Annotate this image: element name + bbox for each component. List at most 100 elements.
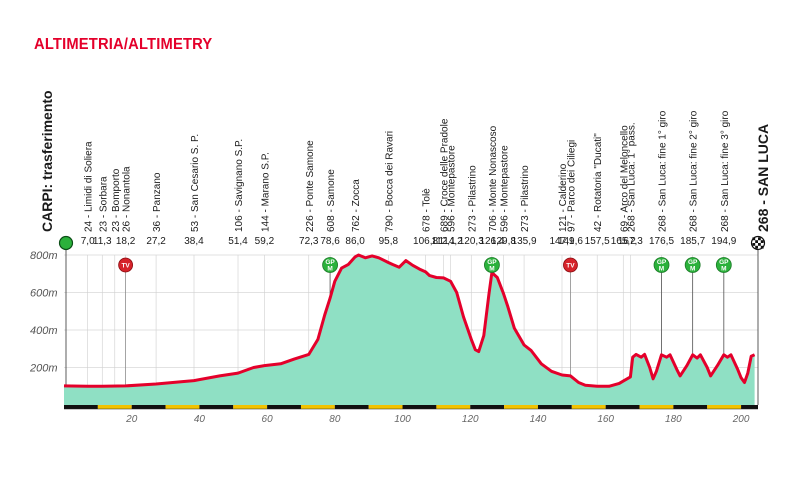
waypoint-label: 121 - Calderino (558, 163, 569, 232)
y-tick-label: 800m (30, 250, 58, 262)
axis-segment (267, 405, 301, 409)
chart-title: ALTIMETRIA/ALTIMETRY (34, 36, 213, 53)
finish-checker (760, 245, 764, 249)
waypoint-km: 18,2 (116, 236, 136, 247)
waypoint-label: 689 - Croce delle Pradole (439, 118, 450, 232)
finish-checker (758, 243, 761, 246)
waypoint-km: 78,6 (320, 236, 340, 247)
axis-segment (131, 405, 166, 409)
start-marker (58, 235, 74, 251)
waypoint-label: 608 - Samone (326, 169, 337, 232)
x-tick-label: 20 (125, 414, 138, 425)
waypoint-km: 129,8 (491, 236, 516, 247)
waypoint-label: 42 - Rotatoria "Ducati" (593, 133, 604, 232)
x-tick-label: 160 (597, 414, 614, 425)
waypoint-label: 226 - Ponte Samone (305, 140, 316, 232)
axis-segment (64, 405, 98, 409)
waypoint-km: 86,0 (345, 236, 365, 247)
waypoint-km: 114,2 (438, 236, 463, 247)
axis-segment (741, 405, 758, 409)
axis-segment (605, 405, 640, 409)
gpm-badge (484, 257, 500, 273)
waypoint-label: 26 - Nonantola (122, 166, 133, 232)
waypoint-label: 268 - San Luca: fine 3° giro (720, 110, 731, 232)
waypoint-label: 273 - Pilastrino (467, 165, 478, 232)
x-tick-label: 180 (665, 414, 682, 425)
waypoint-label: 106 - Savignano S.P. (234, 139, 245, 232)
waypoint-km: 165,2 (611, 236, 636, 247)
axis-segment (97, 405, 132, 409)
elevation-fill (64, 255, 755, 405)
waypoint-label: 23 - Bomporto (111, 168, 122, 232)
finish-checker (755, 240, 758, 243)
waypoint-label: 706 - Monte Nonascoso (488, 125, 499, 232)
axis-segment (436, 405, 471, 409)
waypoint-km: 59,2 (255, 236, 275, 247)
waypoint-label: 24 - Limidi di Soliera (84, 141, 95, 232)
axis-segment (300, 405, 335, 409)
finish-checker (752, 243, 756, 246)
waypoint-label: 596 - Montepastore (447, 145, 458, 232)
finish-checker (752, 237, 756, 241)
finish-checker (760, 240, 764, 243)
gpm-badge-text: GP (657, 259, 667, 266)
waypoint-km: 7,0 (81, 236, 95, 247)
waypoint-km: 185,7 (680, 236, 705, 247)
gpm-badge-text: GP (325, 259, 335, 266)
gpm-badge-text: M (327, 266, 332, 273)
finish-label: 268 - SAN LUCA (755, 124, 771, 232)
x-axis (64, 405, 758, 410)
x-tick-label: 140 (530, 414, 547, 425)
x-tick-label: 80 (329, 414, 341, 425)
axis-segment (368, 405, 403, 409)
gpm-badge-text: M (721, 266, 726, 273)
gpm-badge (715, 257, 732, 273)
start-label: CARPI: trasferimento (39, 90, 55, 232)
tv-badge (563, 257, 578, 273)
finish-checker (758, 237, 761, 241)
gpm-badge-text: M (489, 266, 494, 273)
waypoint-km: 157,5 (585, 236, 610, 247)
waypoint-label: 273 - Pilastrino (520, 165, 531, 232)
waypoint-km: 147,1 (549, 236, 574, 247)
gpm-badge-text: GP (487, 259, 497, 266)
x-tick-label: 40 (194, 414, 206, 425)
waypoint-km: 95,8 (379, 236, 399, 247)
waypoint-label: 268 - San Luca: fine 2° giro (689, 110, 700, 232)
waypoint-label: 36 - Panzano (152, 172, 163, 232)
waypoint-km: 176,5 (649, 236, 674, 247)
axis-segment (233, 405, 268, 409)
gpm-badge-text: M (659, 266, 664, 273)
y-tick-label: 200m (29, 363, 58, 375)
axis-segment (537, 405, 572, 409)
axis-segment (639, 405, 674, 409)
waypoint-km: 72,3 (299, 236, 319, 247)
waypoint-km: 126,4 (479, 236, 504, 247)
waypoint-km: 38,4 (184, 236, 204, 247)
tv-badge (118, 257, 134, 273)
waypoint-km: 51,4 (228, 236, 248, 247)
waypoint-label: 69 - Arco del Meloncello (619, 125, 630, 232)
axis-segment (504, 405, 538, 409)
waypoint-label: 762 - Zocca (351, 179, 362, 232)
waypoint-label: 268 - San Luca: 1° pass. (626, 122, 637, 232)
axis-segment (199, 405, 234, 409)
gpm-badge (684, 257, 701, 273)
waypoint-km: 194,9 (711, 236, 736, 247)
waypoint-label: 678 - Tolè (422, 188, 433, 232)
gpm-badge-text: M (690, 266, 695, 273)
axis-segment (707, 405, 742, 409)
gpm-badge (653, 257, 670, 273)
waypoint-km: 149,6 (558, 236, 583, 247)
waypoint-label: 53 - San Cesario S. P. (190, 134, 201, 232)
waypoint-km: 135,9 (512, 236, 537, 247)
waypoint-label: 97 - Parco dei Ciliegi (566, 140, 577, 232)
waypoint-label: 790 - Bocca dei Ravari (384, 131, 395, 232)
waypoint-km: 112,1 (431, 236, 456, 247)
axis-segment (334, 405, 369, 409)
x-tick-label: 100 (394, 414, 411, 425)
y-tick-label: 600m (30, 288, 58, 300)
axis-segment (402, 405, 437, 409)
waypoint-label: 144 - Marano S.P. (260, 152, 271, 232)
